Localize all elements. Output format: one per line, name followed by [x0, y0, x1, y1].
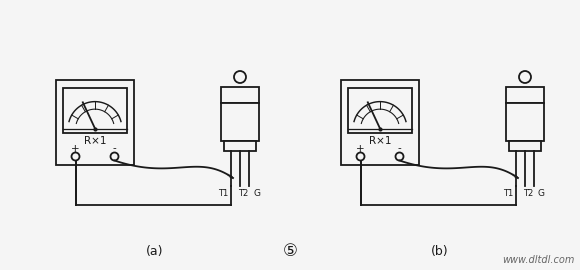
Text: (b): (b) — [431, 245, 449, 258]
Text: www.dltdl.com: www.dltdl.com — [503, 255, 575, 265]
Polygon shape — [230, 176, 233, 178]
Bar — [341, 79, 419, 164]
Polygon shape — [512, 174, 515, 177]
Polygon shape — [227, 174, 230, 177]
Text: T2: T2 — [523, 189, 533, 198]
Bar — [506, 103, 544, 141]
Text: +: + — [356, 143, 365, 154]
Bar — [224, 141, 256, 151]
Text: -: - — [398, 143, 401, 154]
Text: R×1: R×1 — [369, 136, 392, 146]
Bar — [509, 141, 541, 151]
Text: T2: T2 — [238, 189, 248, 198]
Text: G: G — [253, 189, 260, 198]
Text: T1: T1 — [218, 189, 228, 198]
Polygon shape — [515, 176, 518, 178]
Text: R×1: R×1 — [84, 136, 106, 146]
Text: T1: T1 — [503, 189, 513, 198]
Bar — [348, 87, 412, 133]
Text: -: - — [113, 143, 117, 154]
Bar — [56, 79, 134, 164]
Text: (a): (a) — [146, 245, 164, 258]
Text: ⑤: ⑤ — [282, 242, 298, 260]
Bar — [63, 87, 127, 133]
Bar — [221, 103, 259, 141]
Text: G: G — [538, 189, 545, 198]
Text: +: + — [71, 143, 80, 154]
Bar — [221, 87, 259, 103]
Bar — [506, 87, 544, 103]
